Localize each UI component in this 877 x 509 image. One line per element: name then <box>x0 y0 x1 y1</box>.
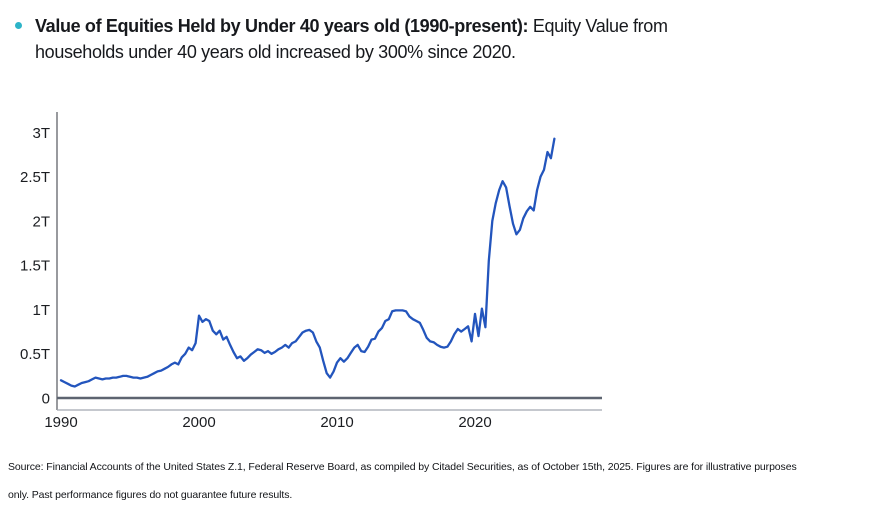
equity-series-line <box>59 137 556 388</box>
chart-caption: Value of Equities Held by Under 40 years… <box>15 13 815 65</box>
caption-regular-text-line1: Equity Value from <box>532 16 668 36</box>
y-tick-label: 1T <box>32 302 50 319</box>
caption-text: Value of Equities Held by Under 40 years… <box>35 13 668 65</box>
y-tick-label: 3T <box>32 125 50 142</box>
y-axis-tick-labels: 0 0.5T 1T 1.5T 2T 2.5T 3T <box>20 125 50 407</box>
x-axis-tick-labels: 1990 2000 2010 2020 <box>44 414 491 431</box>
caption-regular-text-line2: households under 40 years old increased … <box>35 42 516 62</box>
x-tick-label: 2020 <box>458 414 491 431</box>
y-tick-label: 0.5T <box>20 346 50 363</box>
source-disclaimer: Source: Financial Accounts of the United… <box>8 453 877 509</box>
source-line-1: Source: Financial Accounts of the United… <box>8 461 797 473</box>
caption-bold-text: Value of Equities Held by Under 40 years… <box>35 16 529 36</box>
y-tick-label: 2.5T <box>20 169 50 186</box>
x-tick-label: 1990 <box>44 414 77 431</box>
x-tick-label: 2000 <box>182 414 215 431</box>
y-tick-label: 1.5T <box>20 258 50 275</box>
y-tick-label: 2T <box>32 213 50 230</box>
bullet-icon <box>15 22 22 29</box>
source-line-2: only. Past performance figures do not gu… <box>8 489 293 501</box>
y-tick-label: 0 <box>42 390 50 407</box>
x-tick-label: 2010 <box>320 414 353 431</box>
